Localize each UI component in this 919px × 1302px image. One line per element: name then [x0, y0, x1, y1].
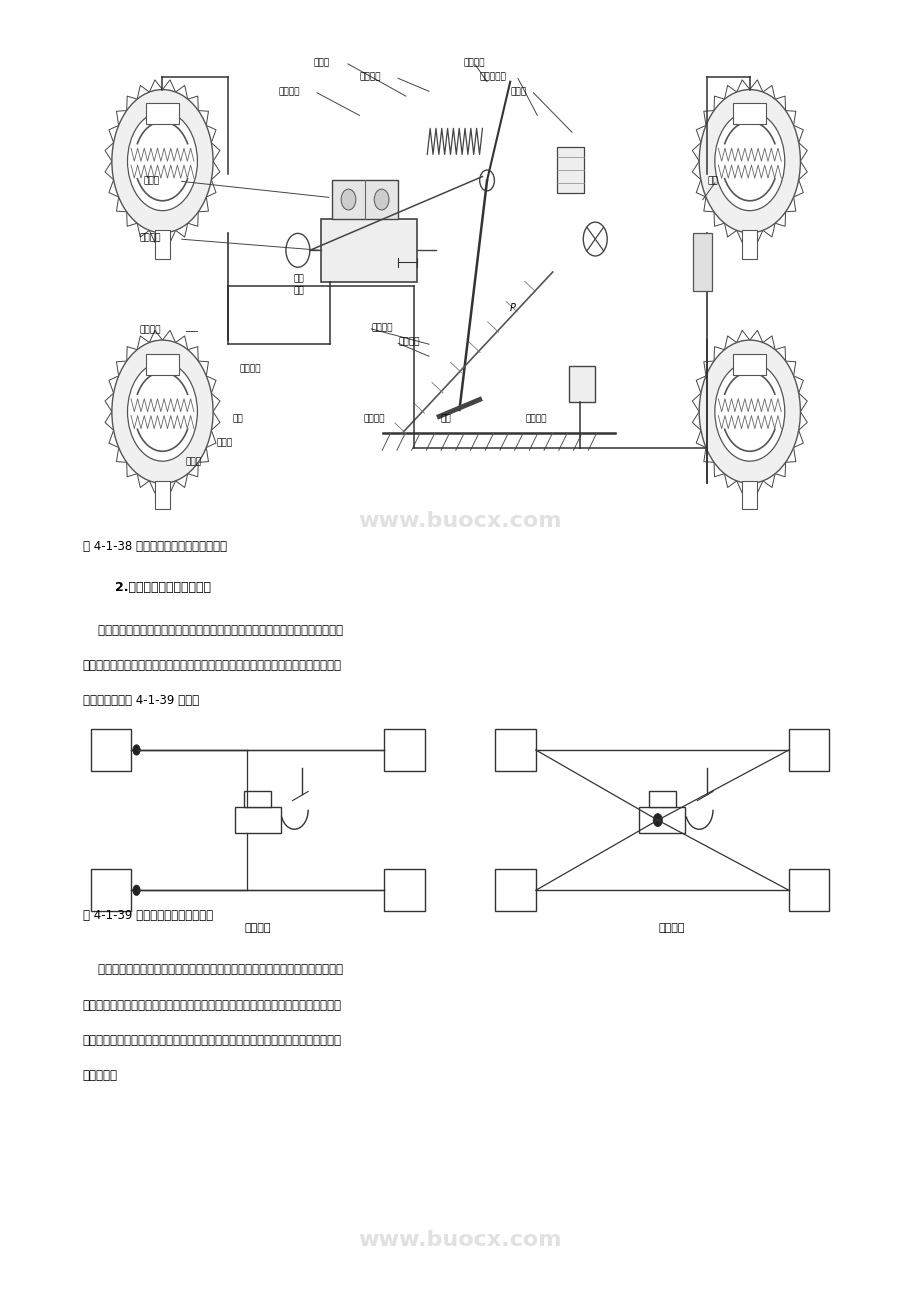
- Bar: [789, 870, 829, 911]
- Text: 有效行程: 有效行程: [370, 323, 392, 332]
- Circle shape: [479, 171, 494, 191]
- Bar: [789, 729, 829, 771]
- Circle shape: [698, 340, 800, 483]
- Circle shape: [652, 814, 662, 827]
- Text: www.buocx.com: www.buocx.com: [357, 1229, 562, 1250]
- Circle shape: [132, 745, 140, 755]
- Bar: [332, 180, 398, 219]
- Circle shape: [341, 189, 356, 210]
- Circle shape: [132, 885, 140, 896]
- Text: P: P: [510, 303, 516, 312]
- Text: 图 4-1-39 液压制动传动装置的类型: 图 4-1-39 液压制动传动装置的类型: [83, 909, 212, 922]
- Bar: [244, 792, 271, 807]
- Circle shape: [374, 189, 389, 210]
- Text: 制动灯开关: 制动灯开关: [479, 73, 505, 82]
- Bar: [494, 870, 535, 911]
- Text: 间隙: 间隙: [293, 286, 304, 296]
- Bar: [693, 233, 711, 292]
- Text: 双管路液压制动传动装置是利用彼此独立的双腔制动主缸，通过两套独立管路，: 双管路液压制动传动装置是利用彼此独立的双腔制动主缸，通过两套独立管路，: [83, 624, 343, 637]
- Circle shape: [583, 223, 607, 256]
- Text: 前桥油管: 前桥油管: [240, 363, 261, 372]
- Text: 比例轮缸: 比例轮缸: [525, 414, 547, 423]
- Text: 前后布置: 前后布置: [244, 923, 270, 934]
- Text: 图 4-1-38 液压制动传动装置的基本组成: 图 4-1-38 液压制动传动装置的基本组成: [83, 540, 227, 553]
- Text: 制动踏板: 制动踏板: [463, 57, 485, 66]
- Bar: [234, 807, 280, 833]
- Text: 后桥油管: 后桥油管: [363, 414, 384, 423]
- Text: 储液罐: 储液罐: [143, 176, 159, 185]
- Text: 制动蹄: 制动蹄: [216, 439, 233, 448]
- Text: 制动主缸: 制动主缸: [139, 234, 161, 242]
- Text: 制动轮缸: 制动轮缸: [139, 326, 161, 335]
- Bar: [384, 729, 425, 771]
- Bar: [742, 480, 756, 509]
- Text: www.buocx.com: www.buocx.com: [357, 510, 562, 531]
- Text: 2.液压制动传动装置的分类: 2.液压制动传动装置的分类: [115, 581, 210, 594]
- Circle shape: [112, 90, 213, 233]
- Bar: [494, 729, 535, 771]
- Bar: [90, 870, 130, 911]
- Text: 主缸推杆: 主缸推杆: [278, 87, 300, 96]
- Bar: [732, 103, 766, 124]
- Text: 软管: 软管: [707, 176, 717, 185]
- Text: 另一套仍能起作用，但会破坏前后桥制动力分配的比例，主要用于发动机前置后轮驱: 另一套仍能起作用，但会破坏前后桥制动力分配的比例，主要用于发动机前置后轮驱: [83, 1034, 342, 1047]
- Bar: [155, 480, 170, 509]
- Text: 交叉布置: 交叉布置: [658, 923, 684, 934]
- Bar: [90, 729, 130, 771]
- Circle shape: [714, 112, 784, 211]
- Bar: [639, 807, 685, 833]
- Bar: [146, 354, 179, 375]
- Text: 动的汽车。: 动的汽车。: [83, 1069, 118, 1082]
- Bar: [732, 354, 766, 375]
- Circle shape: [286, 233, 310, 267]
- Bar: [146, 103, 179, 124]
- Circle shape: [128, 112, 198, 211]
- Bar: [384, 870, 425, 911]
- Bar: [155, 230, 170, 259]
- Text: 指示灯: 指示灯: [510, 87, 526, 96]
- Text: 制前桥和后桥的车轮制动器。这种布置方式结构简单，如果其中一套管路损坏漏油，: 制前桥和后桥的车轮制动器。这种布置方式结构简单，如果其中一套管路损坏漏油，: [83, 999, 342, 1012]
- Bar: [742, 230, 756, 259]
- Text: 分别控制两桥或三桥的车轮制动器。常见的双管路的布置方案有前后独立式和交叉式: 分别控制两桥或三桥的车轮制动器。常见的双管路的布置方案有前后独立式和交叉式: [83, 659, 342, 672]
- Circle shape: [128, 362, 198, 461]
- Text: 自由行程: 自由行程: [398, 337, 419, 346]
- Text: 支承座: 支承座: [186, 458, 201, 467]
- Text: 前后独立式双管路液压制动传动装置由双腔制动主缸通过两套独立的管路分别控: 前后独立式双管路液压制动传动装置由双腔制动主缸通过两套独立的管路分别控: [83, 963, 343, 976]
- Circle shape: [112, 340, 213, 483]
- Text: 支承销: 支承销: [312, 57, 329, 66]
- Text: 两种形式，如图 4-1-39 所示。: 两种形式，如图 4-1-39 所示。: [83, 694, 199, 707]
- Text: 自由: 自由: [293, 275, 304, 284]
- Bar: [648, 792, 675, 807]
- Text: 复位弹簧: 复位弹簧: [359, 73, 380, 82]
- Circle shape: [714, 362, 784, 461]
- Text: 软管: 软管: [232, 414, 243, 423]
- Circle shape: [698, 90, 800, 233]
- Text: 地板: 地板: [440, 414, 451, 423]
- Bar: [321, 219, 417, 281]
- Bar: [568, 366, 594, 402]
- Bar: [556, 147, 584, 194]
